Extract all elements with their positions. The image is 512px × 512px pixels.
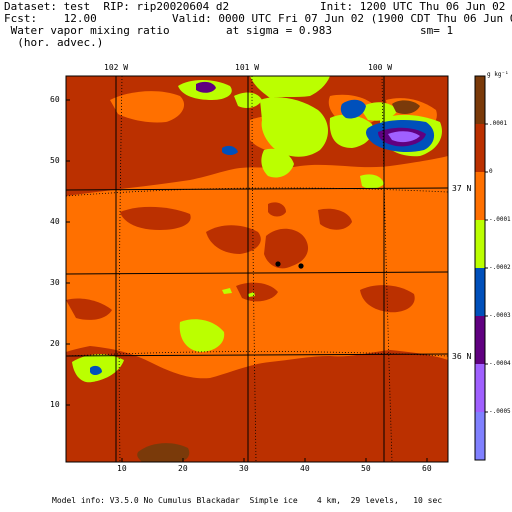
station-marker — [275, 261, 281, 267]
sigma-level-label: at sigma = 0.983 — [226, 24, 332, 37]
colorbar-label: 0 — [489, 168, 493, 175]
colorbar-label: -.0002 — [489, 264, 511, 271]
valid-time-label: Valid: 0000 UTC Fri 07 Jun 02 (1900 CDT … — [172, 12, 512, 25]
y-tick-label: 60 — [50, 95, 60, 104]
x-tick-label: 50 — [361, 464, 371, 473]
x-tick-label: 10 — [117, 464, 127, 473]
x-tick-label: 20 — [178, 464, 188, 473]
y-tick-label: 50 — [50, 156, 60, 165]
model-info-label: Model info: V3.5.0 No Cumulus Blackadar … — [52, 496, 443, 505]
colorbar-swatch — [475, 124, 485, 172]
contour-fill-layer — [66, 76, 448, 462]
lat-label: 36 N — [452, 352, 472, 361]
colorbar-swatch — [475, 412, 485, 460]
colorbar-swatch — [475, 316, 485, 364]
colorbar-unit-label: g kg⁻¹ — [487, 71, 509, 78]
field-subtitle-label: (hor. advec.) — [4, 36, 104, 49]
plot-frame — [65, 75, 449, 463]
lon-label: 101 W — [235, 63, 260, 72]
lon-label: 100 W — [368, 63, 393, 72]
colorbar-swatch — [475, 220, 485, 268]
lon-label: 102 W — [104, 63, 129, 72]
x-tick-label: 30 — [239, 464, 249, 473]
smoothing-label: sm= 1 — [420, 24, 454, 37]
boundary-lines — [66, 76, 448, 462]
colorbar-swatch — [475, 76, 485, 124]
axis-ticks — [66, 99, 428, 462]
field-name-label: Water vapor mixing ratio — [4, 24, 170, 37]
colorbar-label: -.0005 — [489, 408, 511, 415]
x-tick-label: 60 — [422, 464, 432, 473]
colorbar-label: -.0004 — [489, 360, 511, 367]
latlon-grid — [66, 76, 448, 462]
y-tick-label: 40 — [50, 217, 60, 226]
colorbar — [474, 75, 488, 461]
colorbar-label: -.0003 — [489, 312, 511, 319]
colorbar-label: .0001 — [489, 120, 508, 127]
init-time-label: Init: 1200 UTC Thu 06 Jun 02 — [320, 0, 506, 13]
forecast-hour-label: Fcst: 12.00 — [4, 12, 97, 25]
y-tick-label: 30 — [50, 278, 60, 287]
colorbar-swatch — [475, 172, 485, 220]
lat-label: 37 N — [452, 184, 472, 193]
dataset-label: Dataset: test RIP: rip20020604 d2 — [4, 0, 230, 13]
y-tick-label: 10 — [50, 400, 60, 409]
x-tick-label: 40 — [300, 464, 310, 473]
colorbar-label: -.0001 — [489, 216, 511, 223]
colorbar-swatch — [475, 268, 485, 316]
station-marker — [298, 263, 304, 269]
y-tick-label: 20 — [50, 339, 60, 348]
colorbar-swatch — [475, 364, 485, 412]
